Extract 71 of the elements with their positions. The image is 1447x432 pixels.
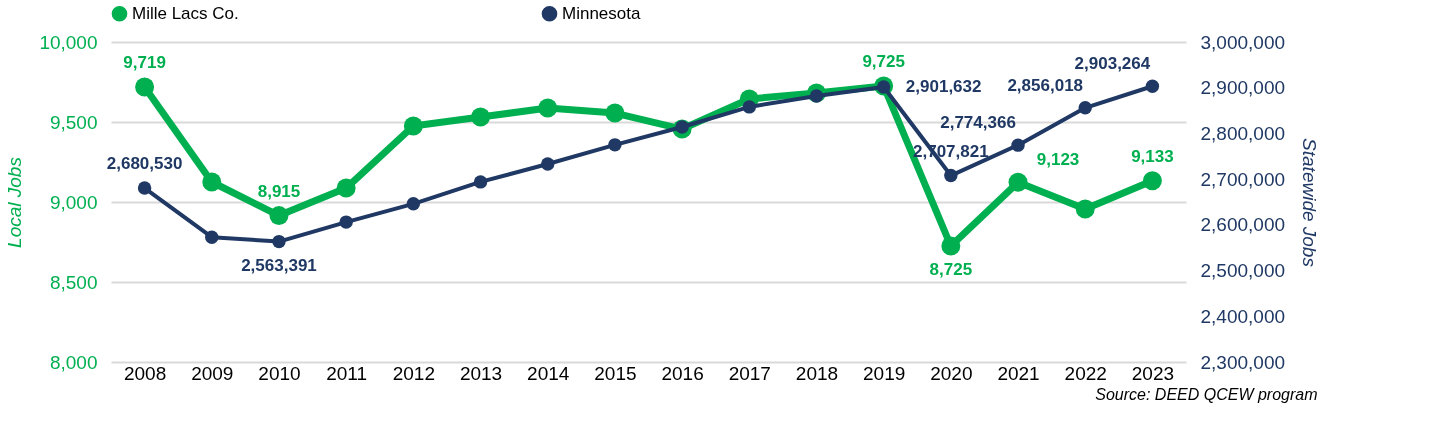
data-label: 2,563,391 bbox=[241, 255, 317, 275]
point bbox=[205, 230, 219, 244]
point bbox=[471, 107, 491, 127]
point bbox=[339, 215, 353, 229]
x-tick-label: 2009 bbox=[191, 362, 234, 384]
point bbox=[941, 236, 961, 256]
data-label: 2,774,366 bbox=[940, 113, 1016, 133]
data-label: 2,903,264 bbox=[1074, 54, 1151, 74]
legend-label: Mille Lacs Co. bbox=[132, 3, 239, 23]
x-tick-label: 2020 bbox=[930, 362, 973, 384]
point bbox=[403, 116, 423, 136]
x-tick-label: 2015 bbox=[594, 362, 637, 384]
y2-tick-label: 2,700,000 bbox=[1200, 168, 1286, 190]
y2-tick-label: 2,500,000 bbox=[1200, 260, 1286, 282]
y-tick-label: 9,000 bbox=[49, 191, 98, 213]
point bbox=[135, 77, 155, 97]
point bbox=[541, 157, 555, 171]
point bbox=[1011, 138, 1025, 152]
x-tick-label: 2010 bbox=[258, 362, 301, 384]
data-label: 8,915 bbox=[257, 181, 301, 201]
point bbox=[1078, 101, 1092, 115]
y2-tick-label: 2,400,000 bbox=[1200, 305, 1286, 327]
x-tick-label: 2023 bbox=[1131, 362, 1175, 384]
x-tick-label: 2018 bbox=[795, 362, 839, 384]
x-tick-label: 2012 bbox=[392, 362, 435, 384]
y2-tick-label: 2,300,000 bbox=[1200, 351, 1286, 373]
point bbox=[269, 206, 289, 226]
x-tick-label: 2021 bbox=[997, 362, 1040, 384]
data-label: 2,901,632 bbox=[905, 76, 982, 96]
y2-axis-title: Statewide Jobs bbox=[1299, 138, 1321, 268]
point bbox=[605, 103, 625, 123]
point bbox=[538, 98, 558, 118]
point bbox=[944, 168, 958, 183]
point bbox=[137, 181, 152, 195]
y-tick-label: 9,500 bbox=[49, 111, 98, 133]
y-tick-label: 8,500 bbox=[49, 271, 98, 293]
source-note: Source: DEED QCEW program bbox=[1095, 386, 1318, 403]
point bbox=[1075, 199, 1095, 219]
x-tick-label: 2013 bbox=[459, 362, 503, 384]
x-tick-label: 2017 bbox=[728, 362, 771, 384]
point bbox=[473, 175, 488, 189]
data-label: 2,856,018 bbox=[1007, 75, 1084, 95]
y-axis-title: Local Jobs bbox=[4, 156, 26, 248]
data-label: 8,725 bbox=[929, 260, 973, 279]
data-label: 2,680,530 bbox=[106, 154, 183, 174]
y-tick-label: 8,000 bbox=[49, 351, 98, 373]
point bbox=[1145, 79, 1160, 93]
x-tick-label: 2008 bbox=[123, 362, 167, 384]
point bbox=[406, 197, 421, 211]
y2-tick-label: 2,900,000 bbox=[1200, 77, 1286, 99]
point bbox=[1142, 171, 1162, 191]
data-label: 9,725 bbox=[862, 52, 905, 71]
point bbox=[202, 172, 222, 192]
point bbox=[742, 100, 756, 114]
x-tick-label: 2019 bbox=[863, 362, 906, 384]
data-label: 9,719 bbox=[123, 52, 166, 72]
y2-tick-label: 2,600,000 bbox=[1200, 214, 1286, 236]
point bbox=[1008, 172, 1028, 192]
x-tick-label: 2016 bbox=[661, 362, 704, 384]
y2-tick-label: 2,800,000 bbox=[1200, 122, 1286, 144]
point bbox=[272, 234, 286, 249]
point bbox=[608, 138, 622, 152]
y2-tick-label: 3,000,000 bbox=[1200, 31, 1286, 53]
data-label: 9,123 bbox=[1036, 150, 1080, 170]
x-tick-label: 2014 bbox=[527, 362, 570, 384]
x-tick-label: 2022 bbox=[1064, 362, 1107, 384]
point bbox=[336, 178, 356, 198]
data-label: 9,133 bbox=[1131, 146, 1174, 166]
y-tick-label: 10,000 bbox=[39, 31, 98, 53]
x-tick-label: 2011 bbox=[326, 362, 368, 384]
legend-label: Minnesota bbox=[562, 3, 641, 23]
